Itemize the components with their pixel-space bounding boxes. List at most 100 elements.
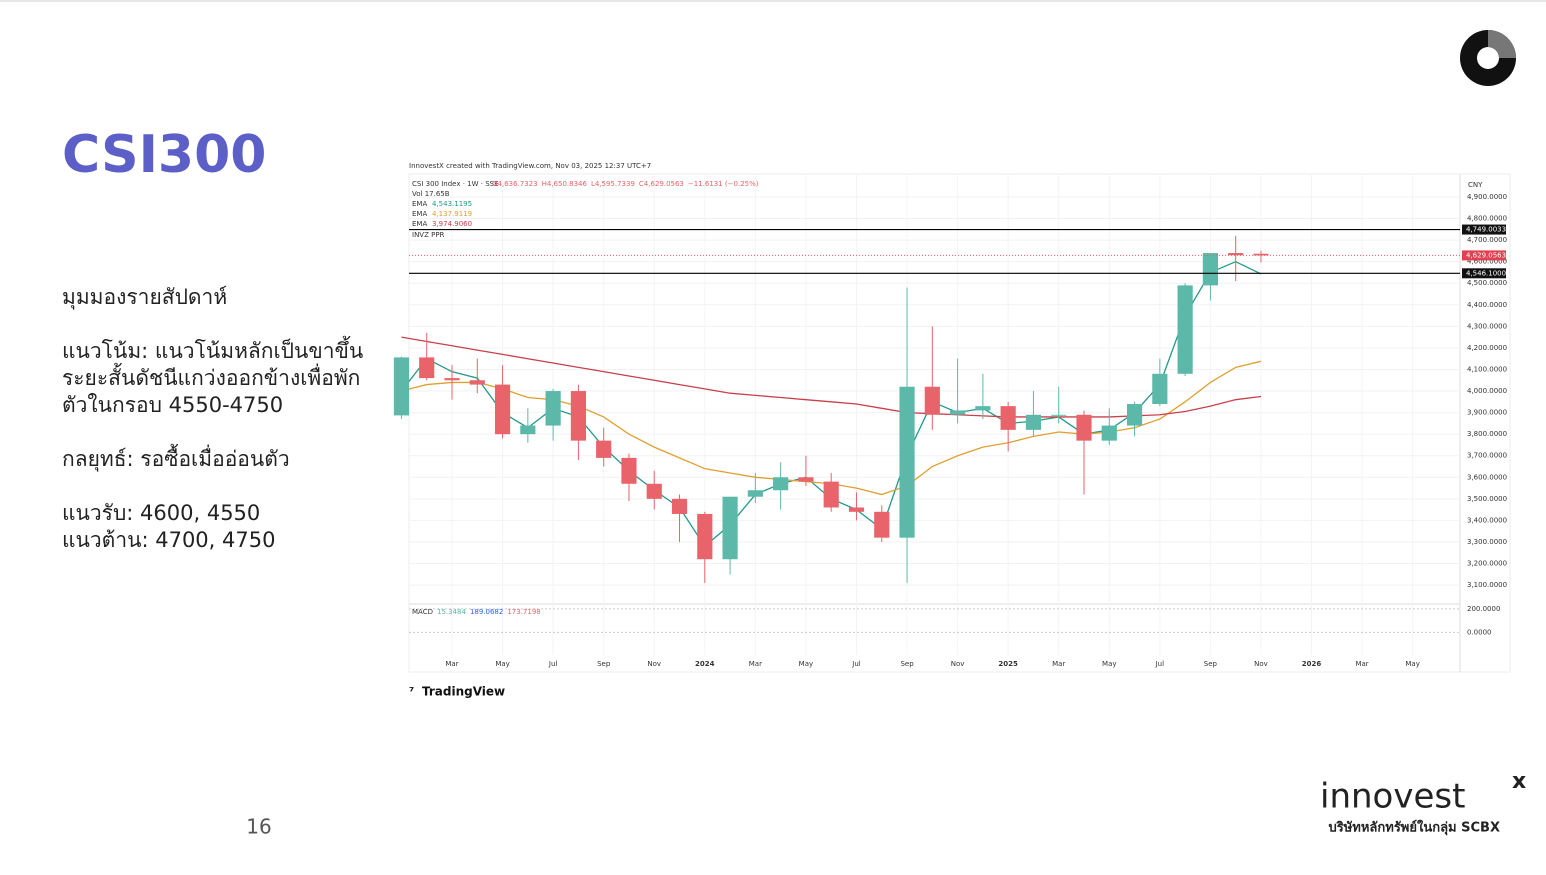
- candle-body: [570, 391, 586, 441]
- chart-credit: InnovestX created with TradingView.com, …: [409, 162, 651, 170]
- candle-body: [1152, 373, 1168, 404]
- brand-mark: x: [1512, 769, 1526, 794]
- legend-value: 4,137.9119: [432, 210, 472, 218]
- x-tick-label: Jul: [548, 660, 558, 668]
- ema-line: [401, 336, 1262, 418]
- candle-body: [596, 440, 612, 458]
- ohlc-legend: L4,595.7339: [591, 180, 635, 188]
- x-tick-label: May: [799, 660, 813, 668]
- candle-body: [393, 357, 410, 416]
- ohlc-legend: O4,636.7323: [492, 180, 538, 188]
- x-tick-label: Mar: [749, 660, 762, 668]
- body-text: แนวต้าน: 4700, 4750: [62, 528, 275, 552]
- candle-body: [1126, 403, 1143, 426]
- chart-frame: [408, 173, 1511, 673]
- y-tick-label: 3,500.0000: [1467, 495, 1507, 503]
- macd-legend: 15.3484: [437, 608, 466, 616]
- x-tick-label: May: [1405, 660, 1419, 668]
- candle-body: [722, 496, 738, 560]
- last-price-tag: [1462, 250, 1506, 261]
- x-tick-label: May: [1102, 660, 1116, 668]
- candle-body: [545, 391, 561, 426]
- macd-legend: MACD: [412, 608, 433, 616]
- macd-tick-label: 200.0000: [1467, 605, 1500, 613]
- y-tick-label: 4,000.0000: [1467, 387, 1507, 395]
- currency: CNY: [1468, 181, 1483, 189]
- macd-tick-label: 0.0000: [1467, 628, 1492, 636]
- candle-body: [697, 513, 713, 560]
- brand-logo: innovest: [1320, 777, 1465, 817]
- candle-body: [1101, 425, 1117, 441]
- candle-body: [899, 386, 915, 538]
- y-tick-label: 4,300.0000: [1467, 322, 1507, 330]
- candle-body: [823, 481, 839, 508]
- candle-body: [950, 410, 966, 415]
- legend-value: 4,543.1195: [432, 200, 472, 208]
- y-tick-label: 3,700.0000: [1467, 452, 1507, 460]
- legend-value: 3,974.9060: [432, 220, 472, 228]
- legend-name: EMA: [412, 210, 427, 218]
- x-tick-label: Sep: [1204, 660, 1218, 668]
- candle-body: [924, 386, 940, 415]
- x-tick-label: 2026: [1302, 660, 1322, 668]
- brand-tagline: บริษัทหลักทรัพย์ในกลุ่ม SCBX: [1328, 819, 1500, 836]
- candle-body: [1202, 253, 1218, 286]
- x-tick-label: Nov: [951, 660, 965, 668]
- candle-body: [975, 406, 991, 411]
- candle-body: [621, 457, 637, 484]
- candle-body: [419, 357, 435, 379]
- candle-body: [646, 483, 662, 499]
- volume-legend: Vol 17.65B: [412, 190, 450, 198]
- x-tick-label: Jul: [851, 660, 861, 668]
- candle-body: [773, 477, 789, 491]
- y-tick-label: 4,100.0000: [1467, 365, 1507, 373]
- y-tick-label: 4,700.0000: [1467, 236, 1507, 244]
- legend-name: EMA: [412, 220, 427, 228]
- candle-body: [1076, 414, 1092, 441]
- y-tick-label: 3,800.0000: [1467, 430, 1507, 438]
- x-tick-label: Jul: [1155, 660, 1165, 668]
- page-number: 16: [246, 815, 271, 839]
- candle-body: [1177, 285, 1193, 374]
- candle-body: [494, 384, 511, 435]
- body-text: ตัวในกรอบ 4550-4750: [62, 393, 283, 417]
- macd-legend: 173.7198: [507, 608, 540, 616]
- y-tick-label: 4,500.0000: [1467, 279, 1507, 287]
- y-tick-label: 3,400.0000: [1467, 516, 1507, 524]
- x-tick-label: 2024: [695, 660, 715, 668]
- body-text: แนวรับ: 4600, 4550: [62, 501, 260, 525]
- legend-name: EMA: [412, 200, 427, 208]
- x-tick-label: 2025: [998, 660, 1018, 668]
- x-tick-label: Nov: [647, 660, 661, 668]
- candle-body: [1051, 414, 1067, 416]
- ohlc-legend: C4,629.0563: [639, 180, 684, 188]
- y-tick-label: 4,400.0000: [1467, 301, 1507, 309]
- candle-body: [671, 498, 688, 514]
- candle-body: [798, 477, 814, 482]
- ohlc-legend: −11.6131 (−0.25%): [688, 180, 759, 188]
- body-text: แนวโน้ม: แนวโน้มหลักเป็นขาขึ้น: [62, 336, 363, 363]
- tv-logo: TradingView: [422, 685, 505, 699]
- y-tick-label: 3,300.0000: [1467, 538, 1507, 546]
- indicator-legend: INVZ PPR: [412, 231, 445, 239]
- tv-mark: ⁷: [409, 685, 414, 699]
- candle-body: [1025, 414, 1042, 430]
- corner-logo: [1460, 30, 1516, 86]
- level-label: 4,749.0033: [1466, 226, 1506, 234]
- y-tick-label: 4,800.0000: [1467, 215, 1507, 223]
- y-tick-label: 3,900.0000: [1467, 409, 1507, 417]
- level-tag: [1462, 268, 1506, 279]
- level-label: 4,546.1000: [1466, 269, 1506, 277]
- level-tag: [1462, 224, 1506, 235]
- x-tick-label: Mar: [445, 660, 458, 668]
- body-text: มุมมองรายสัปดาห์: [62, 285, 227, 310]
- candle-body: [444, 378, 460, 381]
- x-tick-label: Nov: [1254, 660, 1268, 668]
- x-tick-label: Mar: [1355, 660, 1368, 668]
- y-tick-label: 3,600.0000: [1467, 473, 1507, 481]
- macd-legend: 189.0682: [470, 608, 503, 616]
- x-tick-label: Sep: [900, 660, 914, 668]
- y-tick-label: 4,900.0000: [1467, 193, 1507, 201]
- candle-body: [1253, 253, 1269, 256]
